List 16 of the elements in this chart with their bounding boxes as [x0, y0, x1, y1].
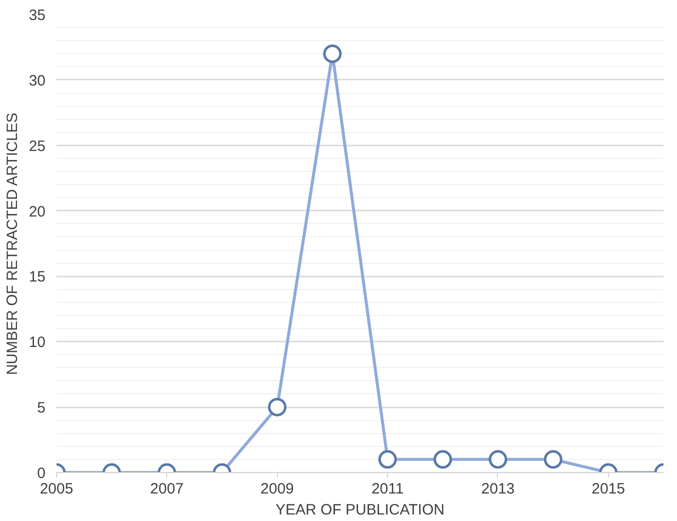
y-axis-title: NUMBER OF RETRACTED ARTICLES	[4, 112, 21, 376]
x-tick-label: 2005	[40, 480, 74, 498]
y-tick-label: 10	[28, 334, 46, 352]
x-tick-label: 2011	[371, 480, 404, 498]
x-tick-label: 2013	[481, 480, 515, 498]
y-tick-label: 15	[28, 268, 46, 286]
y-tick-label: 30	[28, 72, 46, 90]
y-tick-label: 5	[37, 400, 46, 417]
y-tick-label: 0	[37, 465, 46, 482]
x-tick-label: 2007	[150, 480, 184, 498]
y-tick-label: 20	[28, 203, 46, 220]
y-tick-label: 25	[28, 138, 46, 155]
x-tick-label: 2015	[592, 480, 626, 498]
x-axis-title: YEAR OF PUBLICATION	[276, 502, 444, 518]
y-tick-label: 35	[28, 7, 46, 24]
x-tick-label: 2009	[260, 480, 294, 498]
